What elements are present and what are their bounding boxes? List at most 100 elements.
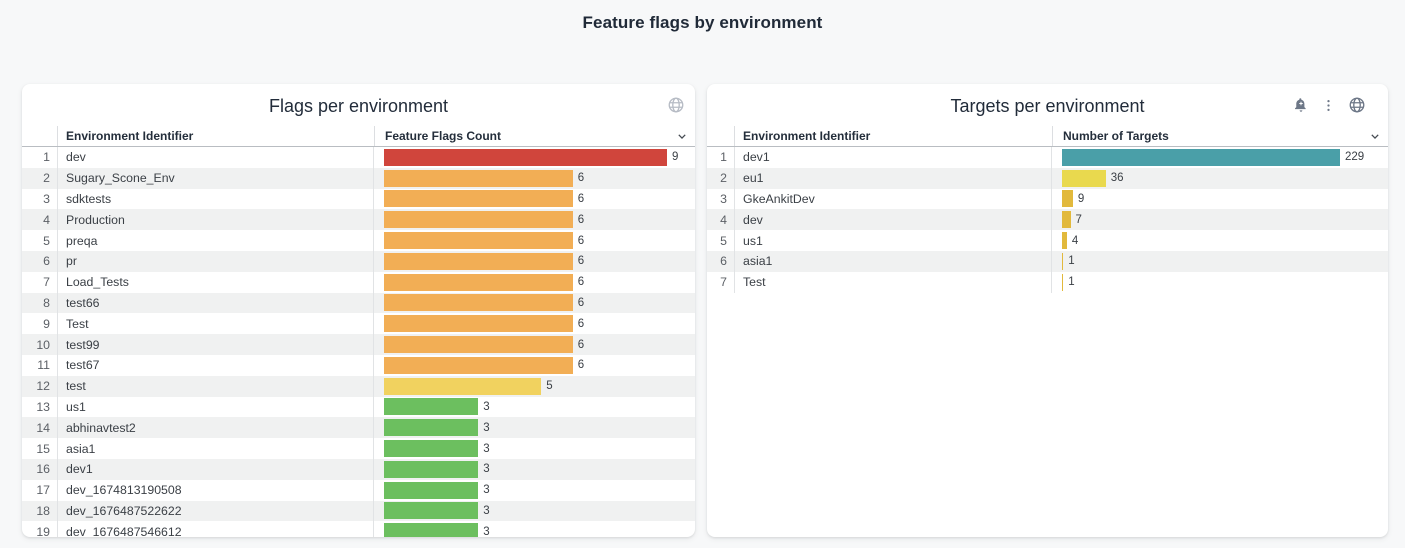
bar-cell: 6: [374, 189, 695, 210]
value-bar: [384, 273, 573, 291]
environment-identifier-cell: Test: [58, 313, 374, 335]
dimension-column-header[interactable]: Environment Identifier: [743, 129, 871, 143]
environment-identifier-cell: test66: [58, 292, 374, 314]
row-index: 5: [22, 230, 58, 251]
value-bar: [1062, 148, 1340, 166]
value-bar: [1062, 169, 1106, 187]
table-row[interactable]: 6 asia1 1: [707, 250, 1388, 272]
row-index: 16: [22, 458, 58, 480]
table-row[interactable]: 15 asia1 3: [22, 438, 695, 459]
table-row[interactable]: 14 abhinavtest2 3: [22, 417, 695, 439]
kebab-menu-icon[interactable]: [1321, 98, 1336, 113]
bar-cell: 6: [374, 209, 695, 230]
bar-cell: 6: [374, 334, 695, 355]
row-index: 7: [707, 271, 735, 293]
table-row[interactable]: 4 Production 6: [22, 209, 695, 231]
add-alert-icon[interactable]: [1293, 97, 1309, 113]
environment-identifier-cell: dev_1676487522622: [58, 500, 374, 522]
bar-cell: 229: [1052, 147, 1388, 168]
chevron-down-icon[interactable]: [1362, 129, 1388, 143]
bar-value-label: 6: [577, 192, 585, 205]
chevron-down-icon[interactable]: [669, 129, 695, 143]
table-row[interactable]: 8 test66 6: [22, 292, 695, 314]
table-row[interactable]: 1 dev 9: [22, 147, 695, 168]
metric-column-header[interactable]: Feature Flags Count: [374, 126, 669, 146]
bar-cell: 3: [374, 459, 695, 480]
bar-value-label: 6: [577, 172, 585, 185]
globe-icon[interactable]: [1348, 96, 1366, 114]
targets-per-environment-panel: Targets per environment: [707, 84, 1388, 537]
panel-title: Targets per environment: [950, 96, 1145, 116]
value-bar: [1062, 273, 1064, 291]
table-row[interactable]: 16 dev1 3: [22, 458, 695, 480]
row-index: 9: [22, 313, 58, 335]
environment-identifier-cell: Sugary_Scone_Env: [58, 167, 374, 189]
table-row[interactable]: 7 Test 1: [707, 271, 1388, 293]
table-row[interactable]: 4 dev 7: [707, 209, 1388, 231]
table-row[interactable]: 10 test99 6: [22, 334, 695, 355]
row-number-header: [707, 126, 735, 146]
row-index: 14: [22, 417, 58, 439]
table-row[interactable]: 5 preqa 6: [22, 230, 695, 251]
flags-table-body: 1 dev 9 2 Sugary_Scone_Env 6 3 sdktests 6 4 Produc…: [22, 147, 695, 537]
bar-cell: 1: [1052, 251, 1388, 272]
environment-identifier-cell: asia1: [58, 438, 374, 459]
table-row[interactable]: 3 sdktests 6: [22, 188, 695, 210]
environment-identifier-cell: dev_1676487546612: [58, 521, 374, 537]
table-row[interactable]: 2 Sugary_Scone_Env 6: [22, 167, 695, 189]
table-row[interactable]: 19 dev_1676487546612 3: [22, 521, 695, 537]
table-row[interactable]: 2 eu1 36: [707, 167, 1388, 189]
table-row[interactable]: 5 us1 4: [707, 230, 1388, 251]
table-row[interactable]: 6 pr 6: [22, 250, 695, 272]
environment-identifier-cell: Production: [58, 209, 374, 231]
table-row[interactable]: 12 test 5: [22, 375, 695, 397]
panel-header: Flags per environment: [22, 84, 695, 126]
value-bar: [1062, 190, 1073, 208]
table-row[interactable]: 3 GkeAnkitDev 9: [707, 188, 1388, 210]
value-bar: [384, 169, 573, 187]
panel-actions: [667, 84, 685, 126]
row-number-header: [22, 126, 58, 146]
table-row[interactable]: 9 Test 6: [22, 313, 695, 335]
table-row[interactable]: 1 dev1 229: [707, 147, 1388, 168]
bar-cell: 6: [374, 230, 695, 251]
row-index: 19: [22, 521, 58, 537]
row-index: 4: [707, 209, 735, 231]
globe-icon[interactable]: [667, 96, 685, 114]
bar-value-label: 9: [1077, 192, 1085, 205]
row-index: 13: [22, 396, 58, 418]
table-row[interactable]: 13 us1 3: [22, 396, 695, 418]
table-row[interactable]: 17 dev_1674813190508 3: [22, 479, 695, 501]
bar-cell: 6: [374, 168, 695, 189]
bar-value-label: 3: [483, 504, 490, 517]
row-index: 10: [22, 334, 58, 355]
row-index: 6: [22, 250, 58, 272]
environment-identifier-cell: us1: [735, 230, 1052, 251]
value-bar: [384, 232, 573, 250]
environment-identifier-cell: Load_Tests: [58, 271, 374, 293]
bar-cell: 6: [374, 293, 695, 314]
bar-value-label: 6: [577, 296, 585, 309]
environment-identifier-cell: asia1: [735, 250, 1052, 272]
bar-value-label: 7: [1075, 213, 1082, 226]
value-bar: [384, 252, 573, 270]
bar-cell: 6: [374, 251, 695, 272]
value-bar: [384, 502, 479, 520]
bar-value-label: 3: [483, 442, 490, 455]
environment-identifier-cell: preqa: [58, 230, 374, 251]
row-index: 2: [707, 167, 735, 189]
table-row[interactable]: 11 test67 6: [22, 354, 695, 376]
metric-column-header[interactable]: Number of Targets: [1052, 126, 1362, 146]
dimension-column-header[interactable]: Environment Identifier: [66, 129, 194, 143]
environment-identifier-cell: abhinavtest2: [58, 417, 374, 439]
row-index: 4: [22, 209, 58, 231]
table-row[interactable]: 7 Load_Tests 6: [22, 271, 695, 293]
bar-cell: 3: [374, 501, 695, 522]
table-row[interactable]: 18 dev_1676487522622 3: [22, 500, 695, 522]
bar-cell: 3: [374, 521, 695, 537]
targets-table-body: 1 dev1 229 2 eu1 36 3 GkeAnkitDev 9 4 dev 7 5 us1 4 6 as…: [707, 147, 1388, 537]
environment-identifier-cell: dev_1674813190508: [58, 479, 374, 501]
bar-cell: 6: [374, 355, 695, 376]
environment-identifier-cell: eu1: [735, 167, 1052, 189]
row-index: 6: [707, 250, 735, 272]
